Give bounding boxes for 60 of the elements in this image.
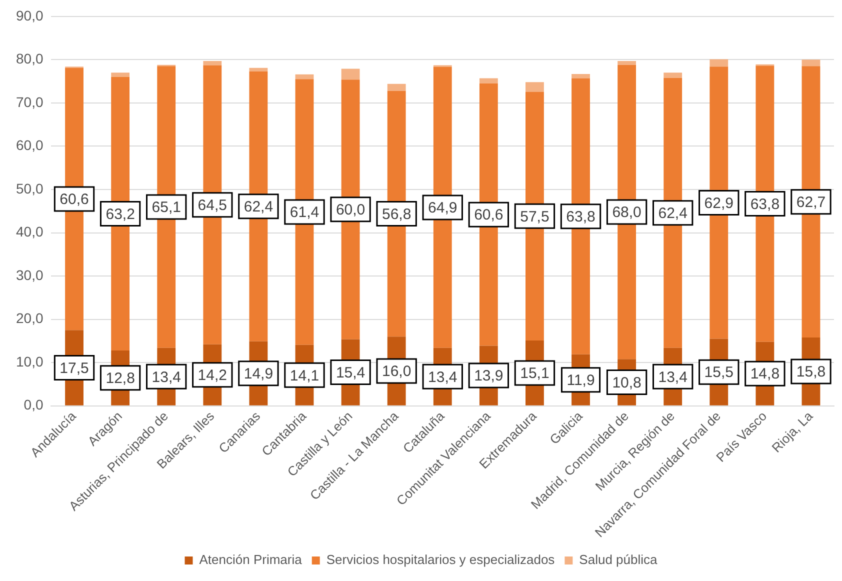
data-label: 13,4 (152, 368, 181, 386)
y-tick-label: 0,0 (24, 396, 44, 413)
data-label: 14,1 (290, 367, 320, 384)
bar (295, 74, 314, 80)
y-tick-label: 10,0 (16, 353, 44, 370)
data-label: 68,0 (612, 204, 642, 222)
bar (387, 84, 406, 91)
legend-label: Servicios hospitalarios y especializados (326, 552, 556, 568)
data-label: 60,6 (60, 191, 89, 208)
data-label: 62,7 (796, 194, 826, 211)
data-label: 65,1 (152, 199, 181, 216)
data-label: 12,8 (106, 370, 135, 388)
y-tick-label: 70,0 (16, 94, 44, 110)
data-label: 60,6 (474, 206, 504, 224)
bar (618, 60, 636, 65)
bar (341, 68, 360, 80)
y-tick-label: 40,0 (16, 224, 44, 240)
data-label: 14,8 (750, 366, 780, 383)
data-label: 15,8 (796, 364, 826, 381)
data-label: 64,5 (198, 197, 228, 214)
data-label: 62,4 (658, 205, 688, 222)
bar (526, 82, 544, 92)
y-tick-label: 20,0 (16, 310, 44, 326)
y-tick-label: 30,0 (16, 266, 44, 283)
data-label: 63,2 (106, 206, 135, 223)
bar (802, 60, 820, 66)
data-label: 56,8 (382, 206, 412, 223)
bar (572, 74, 590, 78)
data-label: 63,8 (566, 208, 596, 226)
data-label: 63,8 (750, 196, 780, 213)
data-label: 17,5 (60, 360, 89, 377)
data-label: 60,0 (336, 202, 366, 219)
bar (710, 59, 728, 67)
data-label: 16,0 (382, 363, 412, 380)
legend-label: Salud pública (579, 552, 658, 568)
bar (249, 68, 268, 72)
data-label: 14,9 (244, 366, 274, 383)
y-tick-label: 90,0 (16, 7, 44, 24)
data-label: 62,4 (244, 198, 274, 216)
bar (111, 72, 130, 77)
legend-label: Atención Primaria (199, 552, 303, 568)
data-label: 13,4 (658, 368, 688, 386)
data-label: 15,5 (704, 364, 734, 382)
data-label: 57,5 (520, 208, 550, 226)
data-label: 11,9 (566, 372, 595, 390)
data-label: 13,4 (428, 368, 458, 386)
data-label: 64,9 (428, 200, 458, 217)
data-label: 14,2 (198, 367, 228, 384)
y-tick-label: 50,0 (16, 180, 44, 196)
y-tick-label: 60,0 (16, 137, 44, 154)
data-label: 62,9 (704, 194, 734, 212)
data-label: 15,1 (520, 365, 550, 382)
data-label: 10,8 (612, 374, 642, 392)
data-label: 15,4 (336, 364, 366, 382)
data-label: 61,4 (290, 204, 320, 222)
bar (664, 72, 682, 78)
bar (203, 60, 222, 66)
y-tick-label: 80,0 (16, 50, 44, 67)
data-label: 13,9 (474, 368, 504, 385)
bar (479, 78, 498, 84)
